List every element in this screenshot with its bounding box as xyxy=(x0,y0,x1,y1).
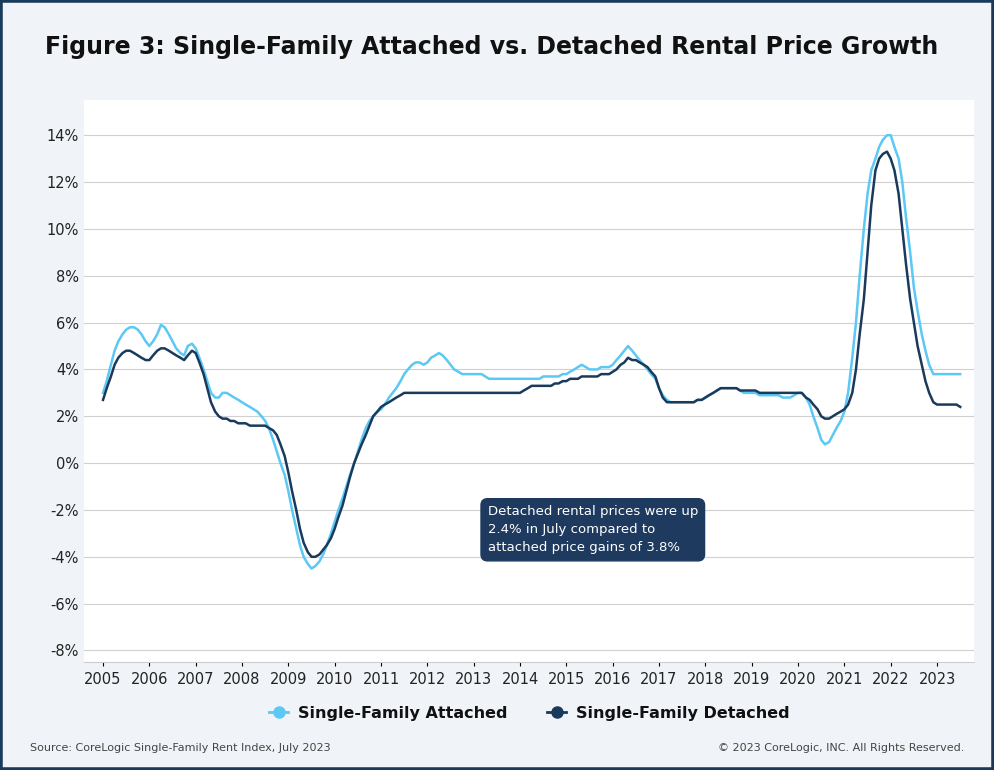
Text: Detached rental prices were up
2.4% in July compared to
attached price gains of : Detached rental prices were up 2.4% in J… xyxy=(488,505,698,554)
Text: © 2023 CoreLogic, INC. All Rights Reserved.: © 2023 CoreLogic, INC. All Rights Reserv… xyxy=(718,743,964,753)
Text: Figure 3: Single-Family Attached vs. Detached Rental Price Growth: Figure 3: Single-Family Attached vs. Det… xyxy=(45,35,938,59)
Text: Source: CoreLogic Single-Family Rent Index, July 2023: Source: CoreLogic Single-Family Rent Ind… xyxy=(30,743,330,753)
Legend: Single-Family Attached, Single-Family Detached: Single-Family Attached, Single-Family De… xyxy=(262,699,796,728)
